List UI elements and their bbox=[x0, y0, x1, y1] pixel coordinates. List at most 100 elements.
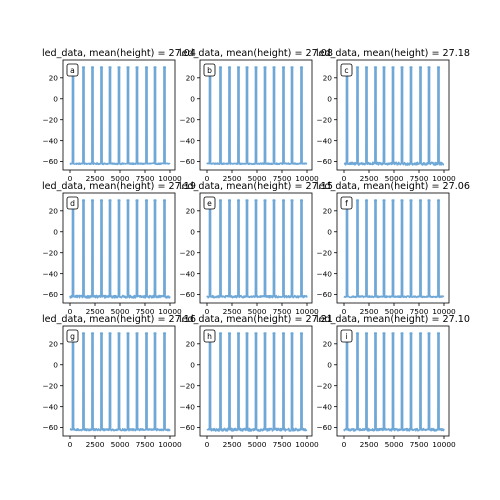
y-tick-label: −60 bbox=[316, 157, 332, 166]
y-tick-label: −20 bbox=[316, 115, 332, 124]
y-tick-label: −40 bbox=[179, 269, 195, 278]
x-tick-label: 2500 bbox=[223, 307, 242, 316]
x-tick-label: 10000 bbox=[432, 440, 456, 449]
subplot-title: led_data, mean(height) = 27.18 bbox=[316, 48, 470, 59]
y-tick-label: 0 bbox=[53, 360, 58, 369]
x-tick-label: 10000 bbox=[158, 307, 182, 316]
x-tick-label: 10000 bbox=[432, 307, 456, 316]
panel-label: h bbox=[207, 332, 212, 341]
panel-label-box bbox=[66, 329, 79, 343]
x-tick-label: 7500 bbox=[136, 307, 155, 316]
subplot-f: led_data, mean(height) = 27.06 0 2500 5000 7… bbox=[316, 181, 470, 316]
panel-label-box bbox=[66, 196, 79, 210]
subplot-i: led_data, mean(height) = 27.10 0 2500 5000 7… bbox=[316, 314, 470, 449]
x-tick-label: 2500 bbox=[223, 440, 242, 449]
y-tick-label: 20 bbox=[49, 206, 59, 215]
x-tick-label: 10000 bbox=[158, 440, 182, 449]
led-series-line bbox=[206, 199, 308, 299]
subplot-title: led_data, mean(height) = 27.04 bbox=[42, 48, 196, 59]
y-tick-label: 0 bbox=[190, 227, 195, 236]
panel-label: f bbox=[345, 199, 348, 208]
x-tick-label: 10000 bbox=[432, 174, 456, 183]
led-series-line bbox=[343, 199, 445, 299]
x-tick-label: 7500 bbox=[410, 440, 429, 449]
panel-label: b bbox=[207, 66, 212, 75]
x-tick-label: 5000 bbox=[111, 307, 130, 316]
y-tick-label: 0 bbox=[53, 227, 58, 236]
y-tick-label: 20 bbox=[186, 206, 196, 215]
y-tick-label: 0 bbox=[53, 94, 58, 103]
y-tick-label: 20 bbox=[323, 206, 333, 215]
subplot-title: led_data, mean(height) = 27.10 bbox=[316, 314, 470, 325]
y-tick-label: −60 bbox=[179, 290, 195, 299]
x-tick-label: 7500 bbox=[410, 174, 429, 183]
x-tick-label: 0 bbox=[68, 307, 73, 316]
y-tick-label: 20 bbox=[186, 339, 196, 348]
y-tick-label: −60 bbox=[179, 157, 195, 166]
led-series-line bbox=[69, 332, 171, 432]
panel-label-box bbox=[203, 63, 216, 77]
x-tick-label: 10000 bbox=[295, 307, 319, 316]
x-tick-label: 2500 bbox=[360, 307, 379, 316]
y-tick-label: −20 bbox=[179, 381, 195, 390]
subplot-a: led_data, mean(height) = 27.04 0 2500 5000 7… bbox=[42, 48, 196, 183]
y-tick-label: −40 bbox=[179, 136, 195, 145]
x-tick-label: 2500 bbox=[86, 307, 105, 316]
y-tick-label: −40 bbox=[316, 136, 332, 145]
x-tick-label: 10000 bbox=[295, 174, 319, 183]
y-tick-label: −40 bbox=[316, 269, 332, 278]
x-tick-label: 0 bbox=[342, 174, 347, 183]
subplot-d: led_data, mean(height) = 27.19 0 2500 5000 7… bbox=[42, 181, 196, 316]
x-tick-label: 10000 bbox=[158, 174, 182, 183]
y-tick-label: −60 bbox=[179, 423, 195, 432]
y-tick-label: −40 bbox=[316, 402, 332, 411]
subplot-title: led_data, mean(height) = 27.08 bbox=[179, 48, 333, 59]
y-tick-label: −40 bbox=[42, 136, 58, 145]
led-series-line bbox=[69, 199, 171, 299]
led-series-line bbox=[343, 332, 445, 432]
x-tick-label: 0 bbox=[205, 174, 210, 183]
y-tick-label: −20 bbox=[179, 248, 195, 257]
panel-label: e bbox=[207, 199, 212, 208]
x-tick-label: 2500 bbox=[86, 440, 105, 449]
panel-label-box bbox=[203, 329, 216, 343]
y-tick-label: 0 bbox=[190, 94, 195, 103]
panel-label: c bbox=[344, 66, 348, 75]
x-tick-label: 5000 bbox=[248, 307, 267, 316]
subplot-c: led_data, mean(height) = 27.18 0 2500 5000 7… bbox=[316, 48, 470, 183]
y-tick-label: −60 bbox=[316, 290, 332, 299]
x-tick-label: 7500 bbox=[136, 440, 155, 449]
x-tick-label: 7500 bbox=[273, 174, 292, 183]
y-tick-label: −20 bbox=[42, 115, 58, 124]
led-series-line bbox=[206, 66, 308, 166]
x-tick-label: 0 bbox=[205, 307, 210, 316]
panel-label-box bbox=[203, 196, 216, 210]
x-tick-label: 5000 bbox=[385, 440, 404, 449]
subplot-h: led_data, mean(height) = 27.21 0 2500 5000 7… bbox=[179, 314, 333, 449]
subplot-b: led_data, mean(height) = 27.08 0 2500 5000 7… bbox=[179, 48, 333, 183]
subplot-g: led_data, mean(height) = 27.16 0 2500 5000 7… bbox=[42, 314, 196, 449]
x-tick-label: 0 bbox=[68, 440, 73, 449]
y-tick-label: −20 bbox=[316, 248, 332, 257]
y-tick-label: −20 bbox=[316, 381, 332, 390]
panel-label-box bbox=[340, 196, 353, 210]
x-tick-label: 5000 bbox=[385, 307, 404, 316]
y-tick-label: −20 bbox=[42, 248, 58, 257]
y-tick-label: 0 bbox=[327, 360, 332, 369]
y-tick-label: −40 bbox=[42, 402, 58, 411]
panel-label: a bbox=[70, 66, 75, 75]
led-series-line bbox=[69, 66, 171, 166]
x-tick-label: 5000 bbox=[248, 174, 267, 183]
y-tick-label: 20 bbox=[49, 339, 59, 348]
subplot-title: led_data, mean(height) = 27.19 bbox=[42, 181, 196, 192]
panel-label: d bbox=[70, 199, 75, 208]
y-tick-label: −60 bbox=[316, 423, 332, 432]
y-tick-label: 20 bbox=[323, 73, 333, 82]
y-tick-label: 20 bbox=[186, 73, 196, 82]
y-tick-label: 20 bbox=[323, 339, 333, 348]
y-tick-label: −60 bbox=[42, 290, 58, 299]
led-series-line bbox=[343, 66, 445, 166]
x-tick-label: 5000 bbox=[248, 440, 267, 449]
x-tick-label: 2500 bbox=[223, 174, 242, 183]
